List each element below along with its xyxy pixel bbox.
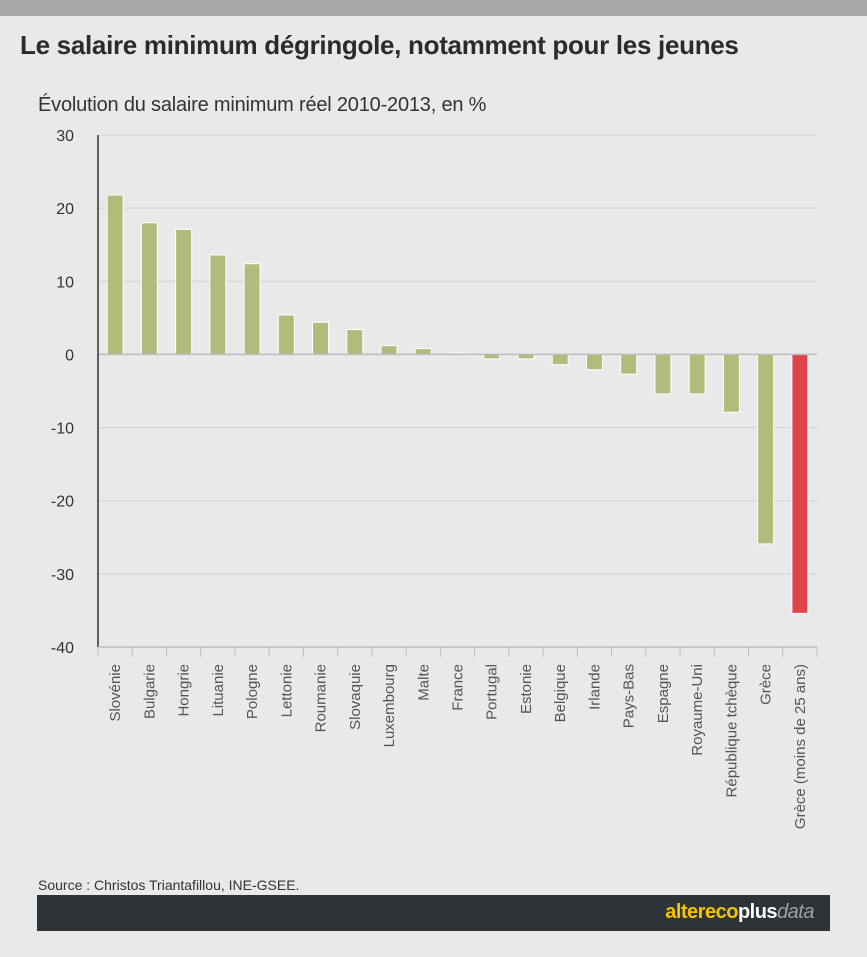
- x-tick-label: Slovaquie: [347, 664, 364, 730]
- y-tick-label: -20: [51, 494, 74, 511]
- x-tick-label: Portugal: [484, 664, 501, 720]
- x-tick-label: Luxembourg: [381, 664, 398, 747]
- y-tick-label: 10: [56, 274, 74, 291]
- x-tick-label: Lituanie: [210, 664, 227, 717]
- bar: [312, 321, 330, 355]
- y-tick-label: -30: [51, 567, 74, 584]
- bar: [140, 222, 158, 355]
- y-tick-label: 20: [56, 201, 74, 218]
- y-tick-label: -10: [51, 421, 74, 438]
- x-tick-label: Grèce (moins de 25 ans): [792, 664, 809, 829]
- x-tick-label: Irlande: [586, 664, 603, 710]
- brand-part-2: plus: [737, 901, 778, 923]
- bar: [243, 263, 261, 355]
- x-tick-label: Pologne: [244, 664, 261, 719]
- x-tick-label: Belgique: [552, 664, 569, 722]
- chart-title: Le salaire minimum dégringole, notamment…: [20, 30, 739, 60]
- x-tick-label: Estonie: [518, 664, 535, 714]
- brand-part-1: altereco: [665, 901, 738, 923]
- bar: [722, 353, 740, 413]
- y-tick-label: 0: [65, 347, 74, 364]
- x-tick-label: Lettonie: [278, 664, 295, 717]
- x-tick-label: Grèce: [758, 664, 775, 705]
- bar: [106, 194, 124, 355]
- y-tick-label: -40: [51, 640, 74, 657]
- x-tick-label: Pays-Bas: [621, 664, 638, 728]
- x-tick-label: Royaume-Uni: [689, 664, 706, 756]
- bar: [791, 353, 809, 614]
- x-tick-label: Slovénie: [107, 664, 124, 722]
- bar: [551, 353, 569, 366]
- bar: [346, 329, 364, 355]
- bar: [175, 228, 193, 355]
- bar: [688, 353, 706, 395]
- x-tick-label: Bulgarie: [141, 664, 158, 719]
- source-note: Source : Christos Triantafillou, INE-GSE…: [38, 877, 300, 893]
- x-tick-label: Espagne: [655, 664, 672, 723]
- bar: [380, 345, 398, 355]
- bar-chart: 30 20 10 0 -10 -20 -30 -40 Slovénie Bulgarie Hongr…: [51, 128, 818, 829]
- x-tick-label: Roumanie: [313, 664, 330, 732]
- bar: [209, 254, 227, 355]
- brand-logo: alterecoplusdata: [665, 901, 814, 924]
- bar: [414, 348, 432, 355]
- brand-part-3: data: [777, 901, 814, 923]
- bar: [757, 353, 775, 545]
- bar: [277, 314, 295, 355]
- chart-subtitle: Évolution du salaire minimum réel 2010-2…: [38, 94, 487, 116]
- top-bar: [0, 0, 867, 16]
- x-tick-label: France: [450, 664, 467, 711]
- bar: [654, 353, 672, 395]
- x-tick-label: Malte: [415, 664, 432, 701]
- footer-bar: alterecoplusdata: [37, 895, 830, 931]
- x-tick-label: Hongrie: [176, 664, 193, 717]
- bar: [585, 353, 603, 371]
- x-tick-label: République tchèque: [723, 664, 740, 797]
- bar: [620, 353, 638, 375]
- y-tick-label: 30: [56, 128, 74, 145]
